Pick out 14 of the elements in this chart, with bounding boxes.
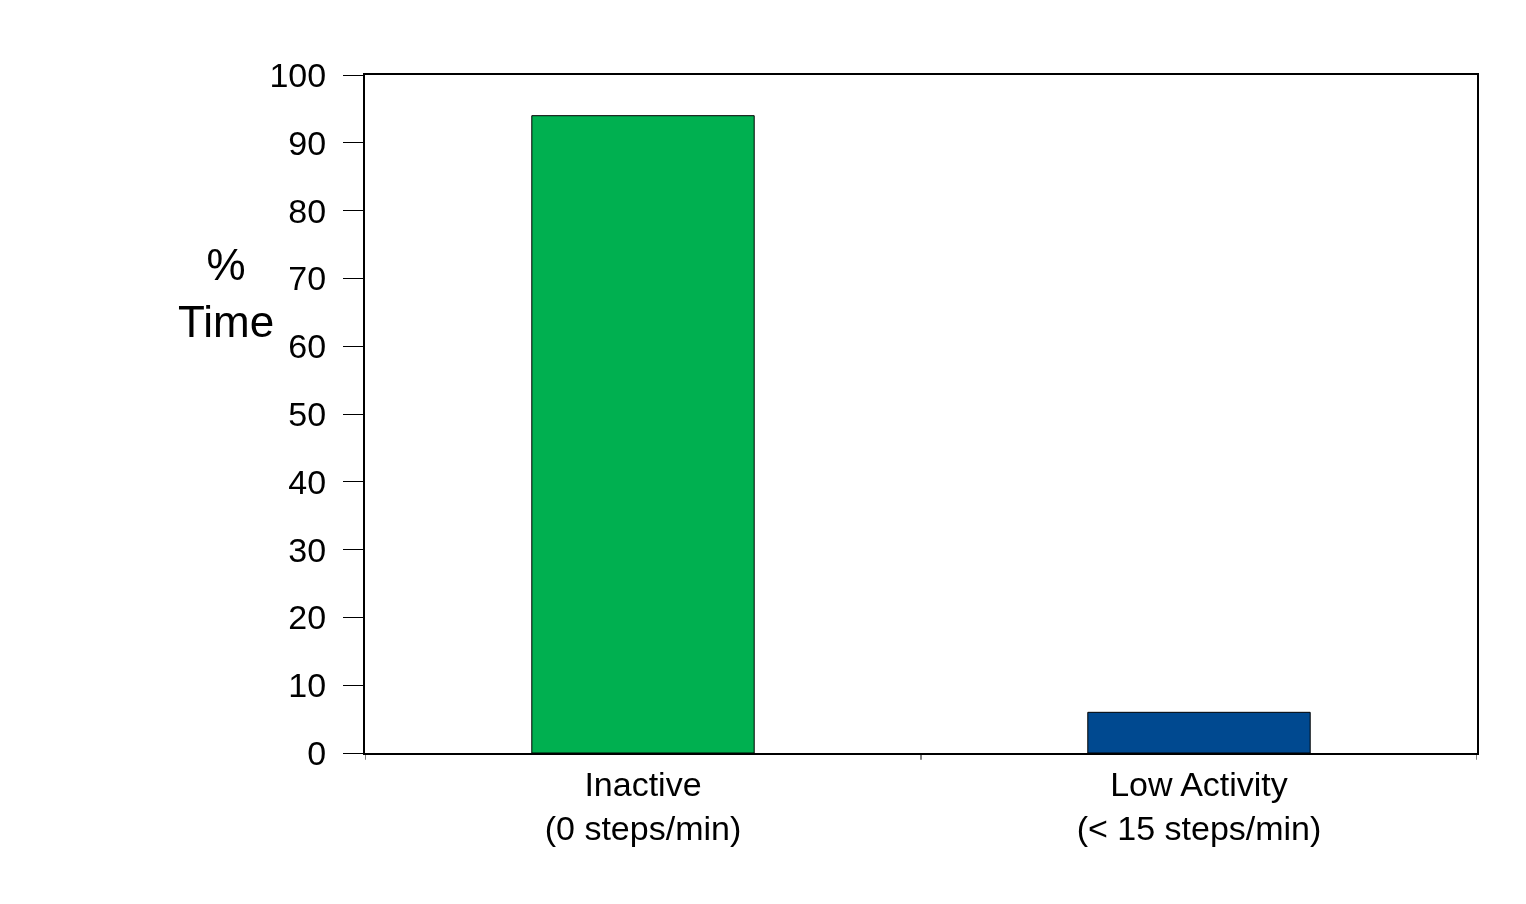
x-tick-label: Inactive (0 steps/min) — [544, 764, 742, 847]
y-tick-label: 40 — [288, 462, 327, 501]
y-tick-label: 50 — [288, 394, 327, 433]
y-tick-label: 70 — [288, 259, 327, 298]
y-tick-label: 60 — [288, 327, 327, 366]
y-tick-label: 100 — [269, 55, 327, 94]
y-tick-label: 0 — [307, 733, 327, 772]
y-tick-label: 10 — [288, 666, 327, 705]
y-tick-label: 20 — [288, 598, 327, 637]
y-tick-label: 90 — [288, 123, 327, 162]
y-tick-label: 80 — [288, 191, 327, 230]
x-tick-label: Low Activity (< 15 steps/min) — [1076, 764, 1322, 847]
y-tick-label: 30 — [288, 530, 327, 569]
y-axis-title: % Time — [178, 240, 275, 347]
